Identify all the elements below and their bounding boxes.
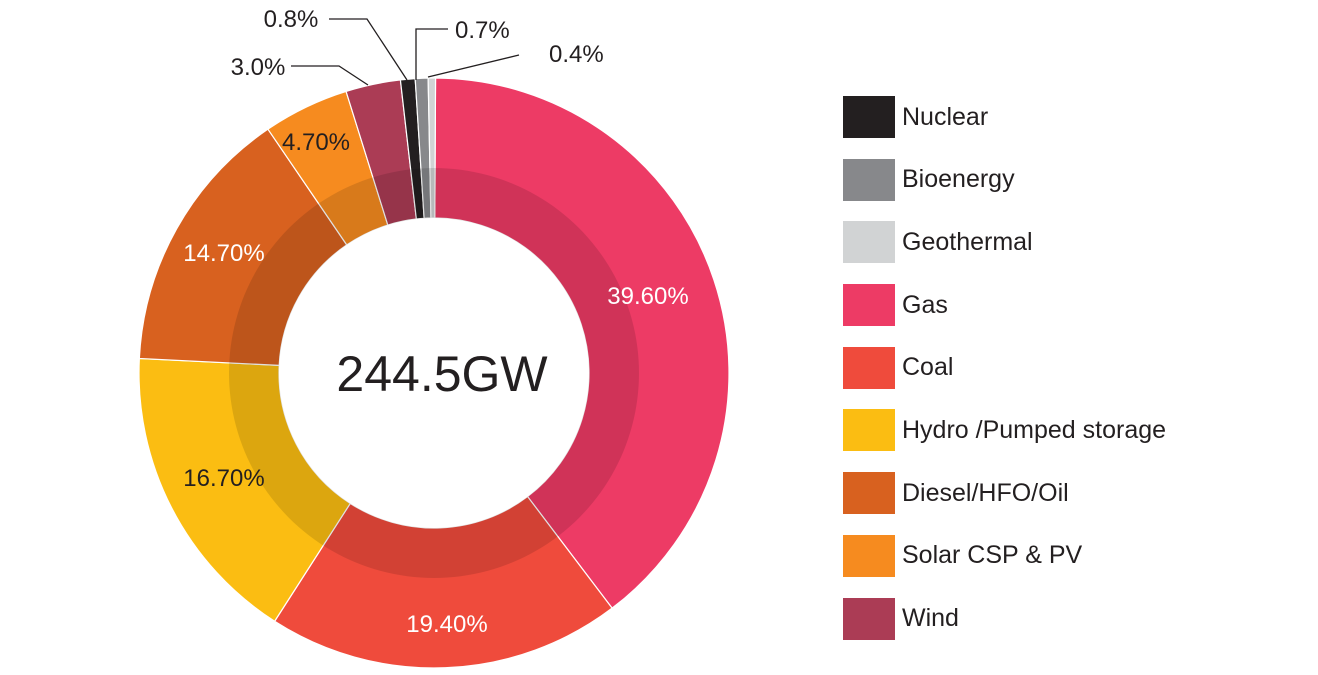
center-total-label: 244.5GW: [336, 346, 548, 402]
legend-swatch: [843, 534, 895, 577]
slice-coal: [273, 495, 613, 669]
legend-swatch: [843, 409, 895, 452]
legend-label: Coal: [902, 353, 954, 382]
legend-label: Hydro /Pumped storage: [902, 415, 1167, 444]
legend: Nuclear Bioenergy Geothermal Gas Coal Hydro /…: [843, 96, 1166, 660]
data-label-gas: 39.60%: [607, 283, 688, 310]
legend-swatch: [843, 597, 895, 640]
legend-label: Bioenergy: [902, 165, 1015, 194]
data-label-hydro-pumped-storage: 16.70%: [183, 465, 264, 492]
data-label-geothermal: 0.4%: [549, 41, 604, 68]
donut-chart: 244.5GW 39.60% 19.40% 16.70% 14.70% 4.70% 3.0%…: [138, 6, 730, 669]
legend-item-geothermal: Geothermal: [843, 221, 1166, 264]
legend-item-bioenergy: Bioenergy: [843, 158, 1166, 201]
legend-item-hydro-pumped-storage: Hydro /Pumped storage: [843, 409, 1167, 452]
data-label-wind: 3.0%: [231, 54, 286, 81]
leader-line-bioenergy: [415, 28, 448, 80]
data-label-coal: 19.40%: [406, 611, 487, 638]
legend-swatch: [843, 472, 895, 515]
legend-item-diesel-hfo-oil: Diesel/HFO/Oil: [843, 472, 1166, 515]
slice-gas: [434, 77, 730, 610]
slice-hydro-pumped-storage: [138, 357, 352, 623]
legend-item-wind: Wind: [843, 597, 1166, 640]
legend-item-nuclear: Nuclear: [843, 96, 1166, 138]
legend-label: Solar CSP & PV: [902, 541, 1083, 570]
data-label-solar-csp-pv: 4.70%: [282, 129, 350, 156]
leader-line-nuclear: [329, 18, 408, 81]
legend-label: Nuclear: [902, 102, 989, 131]
legend-label: Geothermal: [902, 227, 1033, 256]
leader-line-wind: [291, 65, 369, 86]
legend-item-coal: Coal: [843, 346, 1166, 389]
leader-line-geothermal: [427, 54, 520, 78]
legend-swatch: [843, 221, 895, 264]
legend-label: Diesel/HFO/Oil: [902, 478, 1069, 507]
legend-swatch: [843, 96, 895, 138]
data-label-nuclear: 0.8%: [264, 6, 319, 33]
legend-swatch: [843, 346, 895, 389]
legend-item-gas: Gas: [843, 284, 1166, 327]
legend-swatch: [843, 284, 895, 327]
legend-label: Gas: [902, 290, 948, 319]
data-label-bioenergy: 0.7%: [455, 17, 510, 44]
slice-geothermal: [427, 77, 437, 219]
legend-label: Wind: [902, 604, 959, 632]
legend-item-solar-csp-pv: Solar CSP & PV: [843, 534, 1166, 577]
slice-diesel-hfo-oil: [138, 128, 348, 367]
data-label-diesel-hfo-oil: 14.70%: [183, 240, 264, 267]
legend-swatch: [843, 158, 895, 201]
